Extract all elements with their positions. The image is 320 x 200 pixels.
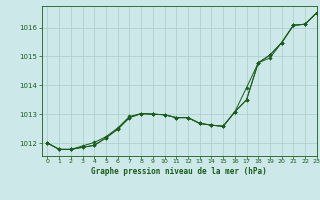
X-axis label: Graphe pression niveau de la mer (hPa): Graphe pression niveau de la mer (hPa) (91, 167, 267, 176)
